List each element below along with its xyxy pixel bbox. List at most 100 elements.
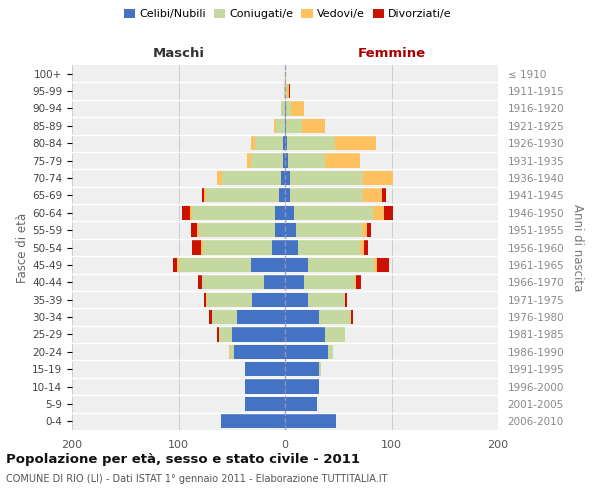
Bar bbox=[285, 380, 319, 394]
Bar bbox=[197, 275, 202, 289]
Bar bbox=[173, 258, 178, 272]
Bar bbox=[290, 171, 363, 185]
Bar bbox=[288, 154, 325, 168]
Bar bbox=[308, 292, 344, 307]
Bar bbox=[356, 275, 361, 289]
Bar bbox=[328, 344, 333, 359]
Bar bbox=[209, 310, 212, 324]
Bar bbox=[289, 84, 290, 98]
Bar bbox=[285, 258, 308, 272]
Bar bbox=[232, 328, 285, 342]
Bar bbox=[245, 380, 285, 394]
Bar bbox=[285, 275, 304, 289]
Y-axis label: Anni di nascita: Anni di nascita bbox=[571, 204, 584, 291]
Bar bbox=[245, 397, 285, 411]
Bar bbox=[219, 328, 232, 342]
Bar bbox=[285, 102, 286, 116]
Bar bbox=[275, 206, 285, 220]
Bar bbox=[212, 310, 237, 324]
Bar bbox=[319, 362, 321, 376]
Bar bbox=[286, 118, 302, 133]
Bar bbox=[230, 344, 234, 359]
Text: Maschi: Maschi bbox=[152, 47, 205, 60]
Legend: Celibi/Nubili, Coniugati/e, Vedovi/e, Divorziati/e: Celibi/Nubili, Coniugati/e, Vedovi/e, Di… bbox=[121, 6, 455, 22]
Text: Femmine: Femmine bbox=[358, 47, 425, 60]
Bar bbox=[285, 240, 298, 254]
Bar bbox=[285, 414, 336, 428]
Bar bbox=[285, 328, 325, 342]
Bar bbox=[285, 154, 288, 168]
Bar bbox=[285, 362, 319, 376]
Bar bbox=[251, 136, 255, 150]
Bar bbox=[199, 223, 275, 237]
Bar bbox=[207, 292, 252, 307]
Bar bbox=[325, 328, 344, 342]
Bar bbox=[178, 258, 179, 272]
Bar bbox=[363, 188, 382, 202]
Bar bbox=[285, 344, 328, 359]
Bar bbox=[285, 136, 287, 150]
Bar bbox=[255, 136, 283, 150]
Bar bbox=[384, 206, 392, 220]
Bar bbox=[275, 223, 285, 237]
Bar bbox=[285, 118, 286, 133]
Bar bbox=[252, 292, 285, 307]
Bar bbox=[285, 292, 308, 307]
Bar bbox=[202, 275, 264, 289]
Bar bbox=[285, 171, 290, 185]
Bar bbox=[229, 344, 230, 359]
Bar bbox=[206, 292, 207, 307]
Bar bbox=[351, 310, 353, 324]
Bar bbox=[203, 240, 272, 254]
Bar bbox=[298, 240, 359, 254]
Bar bbox=[201, 240, 203, 254]
Bar bbox=[182, 206, 190, 220]
Bar bbox=[335, 136, 376, 150]
Bar bbox=[355, 275, 356, 289]
Bar bbox=[285, 188, 290, 202]
Bar bbox=[193, 206, 275, 220]
Bar bbox=[283, 136, 285, 150]
Bar bbox=[285, 84, 287, 98]
Bar bbox=[274, 118, 277, 133]
Bar bbox=[325, 154, 359, 168]
Bar bbox=[221, 414, 285, 428]
Bar bbox=[285, 206, 293, 220]
Bar bbox=[272, 240, 285, 254]
Bar bbox=[344, 292, 347, 307]
Bar bbox=[281, 102, 285, 116]
Bar bbox=[204, 188, 206, 202]
Bar bbox=[284, 84, 285, 98]
Bar bbox=[362, 223, 367, 237]
Bar bbox=[191, 223, 197, 237]
Bar bbox=[222, 171, 281, 185]
Bar bbox=[277, 118, 285, 133]
Bar bbox=[359, 240, 364, 254]
Bar bbox=[377, 258, 389, 272]
Bar bbox=[206, 188, 278, 202]
Bar bbox=[285, 397, 317, 411]
Bar bbox=[264, 275, 285, 289]
Bar bbox=[292, 102, 304, 116]
Bar bbox=[308, 258, 374, 272]
Bar bbox=[190, 206, 193, 220]
Bar bbox=[179, 258, 251, 272]
Bar bbox=[302, 118, 325, 133]
Bar bbox=[363, 171, 392, 185]
Bar bbox=[287, 84, 289, 98]
Bar bbox=[251, 258, 285, 272]
Bar bbox=[382, 188, 386, 202]
Bar bbox=[193, 240, 201, 254]
Bar bbox=[285, 310, 319, 324]
Bar bbox=[202, 188, 204, 202]
Bar bbox=[304, 275, 355, 289]
Bar bbox=[367, 223, 371, 237]
Bar bbox=[237, 310, 285, 324]
Bar bbox=[245, 362, 285, 376]
Bar bbox=[278, 188, 285, 202]
Text: Popolazione per età, sesso e stato civile - 2011: Popolazione per età, sesso e stato civil… bbox=[6, 452, 360, 466]
Bar bbox=[283, 154, 285, 168]
Bar bbox=[290, 188, 363, 202]
Bar bbox=[285, 66, 286, 81]
Bar bbox=[296, 223, 362, 237]
